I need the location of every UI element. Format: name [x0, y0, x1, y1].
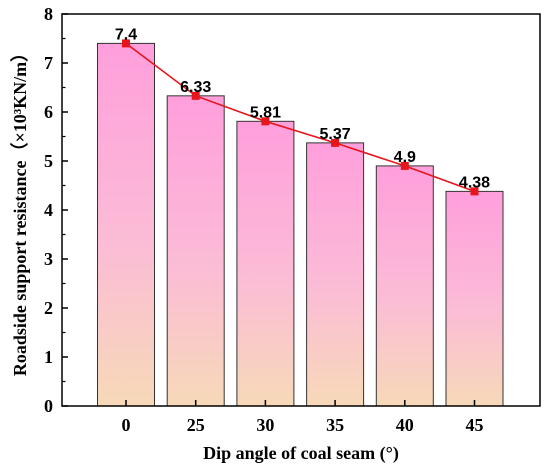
trend-line [125, 42, 475, 193]
y-tick-label: 6 [44, 102, 53, 122]
y-tick-label: 0 [44, 396, 53, 416]
y-axis-title: Roadside support resistance（×10³KN/m） [10, 44, 30, 376]
y-tick-label: 4 [44, 200, 53, 220]
data-label-40: 4.9 [394, 149, 416, 166]
y-tick-label: 2 [44, 298, 53, 318]
data-label-45: 4.38 [459, 174, 490, 191]
y-axis: 0 1 2 3 4 5 6 7 8 [44, 4, 68, 416]
y-tick-label: 3 [44, 249, 53, 269]
x-tick-label: 30 [256, 415, 274, 435]
bar-35 [306, 142, 365, 407]
data-label-35: 5.37 [320, 126, 351, 143]
bars-layer [97, 42, 504, 407]
data-labels-layer: 7.4 6.33 5.81 5.37 4.9 4.38 [115, 26, 490, 191]
y-tick-label: 8 [44, 4, 53, 24]
bar-25 [166, 95, 225, 407]
data-label-25: 6.33 [180, 79, 211, 96]
x-tick-label: 35 [326, 415, 344, 435]
x-tick-label: 40 [396, 415, 414, 435]
trend-point-40 [400, 161, 409, 170]
trend-point-30 [261, 117, 270, 126]
trend-line-layer [122, 39, 479, 196]
trend-point-35 [331, 138, 340, 147]
bar-30 [236, 120, 295, 407]
bar-45 [445, 190, 504, 407]
bar-40 [375, 165, 434, 407]
x-tick-label: 45 [466, 415, 484, 435]
x-axis: 0 25 30 35 40 45 [122, 400, 484, 435]
trend-point-0 [122, 39, 130, 48]
trend-point-25 [191, 91, 200, 100]
y-tick-label: 1 [44, 347, 53, 367]
data-label-30: 5.81 [250, 104, 281, 121]
x-tick-label: 0 [122, 415, 131, 435]
x-tick-label: 25 [187, 415, 205, 435]
trend-point-45 [470, 187, 479, 196]
data-label-0: 7.4 [115, 26, 137, 43]
x-axis-title: Dip angle of coal seam (°) [203, 443, 399, 464]
y-tick-label: 5 [44, 151, 53, 171]
bar-0 [97, 42, 155, 407]
y-tick-label: 7 [44, 53, 53, 73]
